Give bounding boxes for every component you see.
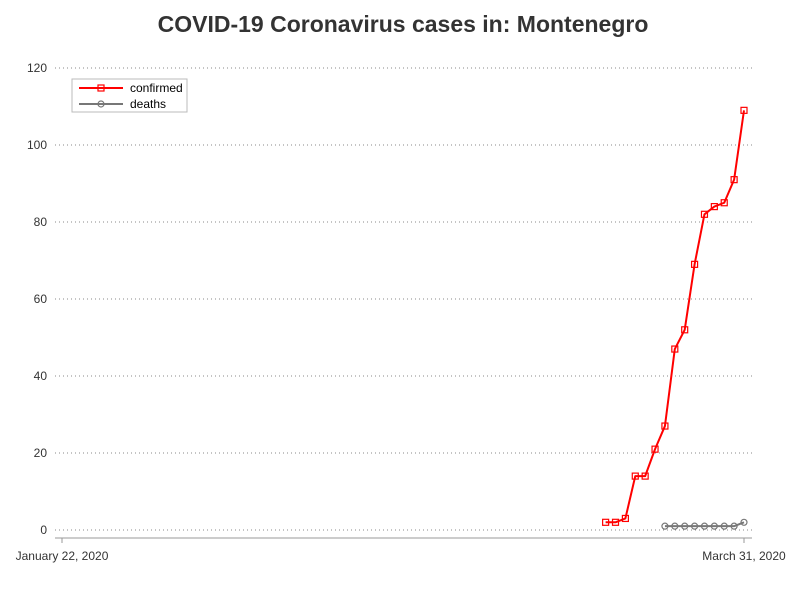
- chart-title: COVID-19 Coronavirus cases in: Montenegr…: [158, 11, 649, 37]
- data-point-confirmed: [690, 260, 699, 268]
- series-group: [602, 106, 748, 530]
- x-tick-label: March 31, 2020: [702, 549, 786, 563]
- data-point-confirmed: [681, 326, 689, 334]
- y-tick-label: 0: [40, 523, 47, 537]
- data-point-deaths: [661, 522, 669, 530]
- legend-marker-confirmed: [97, 84, 105, 92]
- data-point-confirmed: [720, 199, 728, 207]
- data-point-deaths: [681, 522, 689, 530]
- y-tick-label: 80: [34, 215, 48, 229]
- data-point-deaths: [720, 522, 728, 530]
- y-tick-label: 60: [34, 292, 48, 306]
- data-point-deaths: [690, 522, 699, 530]
- data-point-confirmed: [661, 422, 669, 430]
- data-point-deaths: [740, 518, 748, 526]
- data-point-confirmed: [602, 518, 610, 526]
- series-line-confirmed: [605, 110, 745, 524]
- legend-label-deaths: deaths: [130, 97, 166, 111]
- y-tick-label: 20: [34, 446, 48, 460]
- data-point-confirmed: [641, 472, 649, 480]
- data-point-confirmed: [651, 445, 659, 453]
- data-point-confirmed: [700, 210, 709, 218]
- data-point-deaths: [730, 522, 738, 530]
- data-point-confirmed: [621, 514, 629, 523]
- data-point-confirmed: [631, 472, 639, 480]
- legend-marker-deaths: [97, 100, 105, 108]
- legend-label-confirmed: confirmed: [130, 81, 183, 95]
- data-point-confirmed: [611, 518, 620, 526]
- data-point-confirmed: [740, 106, 748, 114]
- gridlines: [55, 67, 752, 531]
- axes: 0 20 40 60 80 100 120 January 22, 2020 March 31,…: [16, 61, 786, 563]
- data-point-confirmed: [710, 203, 718, 211]
- legend-box: [71, 78, 188, 113]
- data-point-deaths: [700, 522, 709, 530]
- y-tick-label: 40: [34, 369, 48, 383]
- data-point-deaths: [671, 522, 679, 530]
- legend: confirmed deaths: [71, 78, 188, 113]
- y-tick-label: 100: [27, 138, 47, 152]
- data-point-confirmed: [730, 176, 738, 184]
- y-tick-label: 120: [27, 61, 47, 75]
- x-tick-label: January 22, 2020: [16, 549, 109, 563]
- data-point-confirmed: [671, 345, 679, 353]
- data-point-deaths: [710, 522, 718, 530]
